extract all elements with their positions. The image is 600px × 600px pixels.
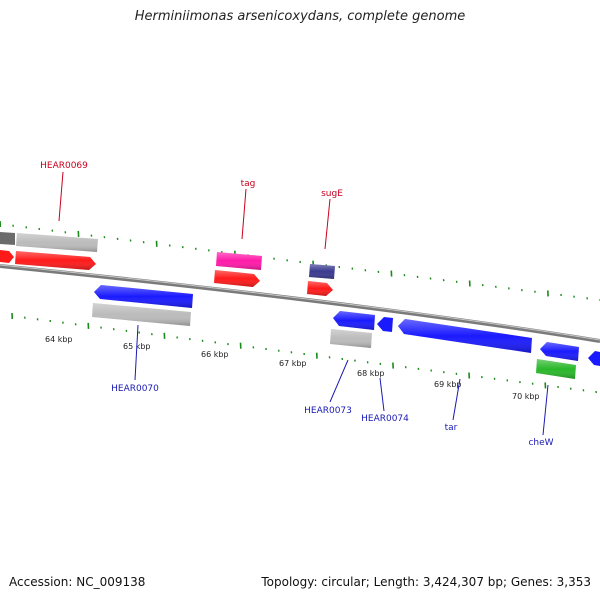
gene-red-3-shade — [307, 281, 333, 296]
gene-label-tar[interactable]: tar — [445, 423, 458, 433]
top-strand-genes — [0, 232, 335, 296]
genome-summary-text: Topology: circular; Length: 3,424,307 bp… — [261, 575, 591, 589]
gene-label-sugE[interactable]: sugE — [321, 189, 343, 199]
gene-sugE-shade — [309, 264, 335, 279]
bottom-tick-row — [11, 312, 597, 394]
gene-red-1-shade — [15, 251, 96, 270]
gene-red-partial[interactable] — [0, 250, 14, 263]
gene-hear0070-blue-shade — [94, 285, 193, 308]
genome-backbone-highlight — [0, 264, 600, 341]
kbp-label-70: 70 kbp — [512, 392, 540, 401]
gene-hear0073-gray-shade — [330, 329, 372, 348]
leader-tar — [452, 378, 461, 421]
gene-cheW-green-shade — [536, 359, 576, 379]
gene-label-hear0073[interactable]: HEAR0073 — [304, 406, 352, 416]
kbp-label-67: 67 kbp — [279, 359, 307, 368]
leader-tag — [241, 188, 247, 240]
gene-labels: HEAR0069 tag sugE HEAR0070 HEAR0073 HEAR… — [40, 161, 554, 448]
gene-label-tag[interactable]: tag — [241, 179, 256, 189]
gene-label-cheW[interactable]: cheW — [528, 438, 553, 448]
gene-blue-2-shade — [333, 311, 375, 330]
leader-hear0074 — [379, 377, 385, 412]
gene-blue-partial[interactable] — [588, 351, 600, 366]
gene-hear0074-blue[interactable] — [377, 317, 393, 332]
gene-label-hear0069[interactable]: HEAR0069 — [40, 161, 88, 171]
gene-dark-gray-partial[interactable] — [0, 232, 15, 245]
gene-blue-cheW-region-shade — [540, 342, 579, 361]
gene-label-hear0070[interactable]: HEAR0070 — [111, 384, 159, 394]
leader-hear0070 — [134, 324, 139, 381]
kbp-label-64: 64 kbp — [45, 335, 73, 344]
genome-backbone — [0, 264, 600, 343]
gene-tar-blue-shade — [398, 319, 532, 353]
leader-hear0069 — [58, 171, 64, 222]
gene-hear0070-gray-shade — [92, 303, 191, 326]
kbp-label-68: 68 kbp — [357, 369, 385, 378]
kbp-label-69: 69 kbp — [434, 380, 462, 389]
top-leader-lines — [58, 171, 331, 250]
gene-tag-shade — [216, 252, 262, 270]
leader-hear0073 — [329, 359, 349, 403]
gene-hear0069-gray-shade — [16, 233, 98, 252]
bottom-leader-lines — [134, 324, 549, 436]
bottom-strand-genes — [92, 285, 600, 379]
accession-text: Accession: NC_009138 — [9, 575, 146, 589]
kbp-label-66: 66 kbp — [201, 350, 229, 359]
leader-cheW — [542, 384, 549, 436]
map-title: Herminiimonas arsenicoxydans, complete g… — [134, 9, 466, 24]
gene-red-2-shade — [214, 270, 260, 287]
leader-sugE — [324, 198, 331, 250]
gene-label-hear0074[interactable]: HEAR0074 — [361, 414, 409, 424]
